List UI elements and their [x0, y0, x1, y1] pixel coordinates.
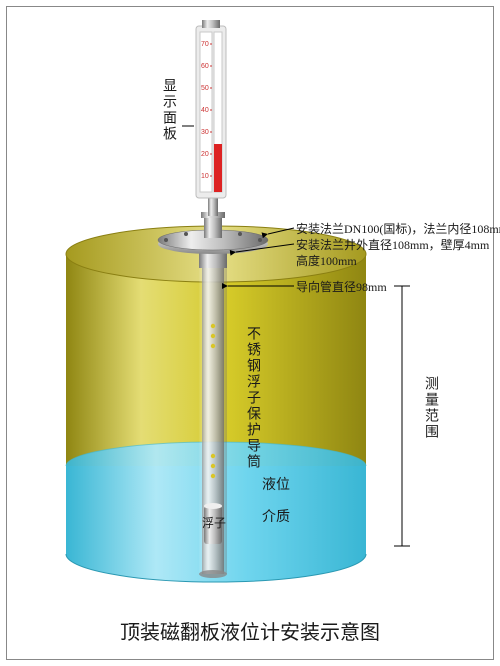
svg-text:50: 50: [201, 85, 209, 92]
label-flange-spec2: 安装法兰井外直径108mm，壁厚4mm: [296, 236, 489, 253]
display-gauge: 70 60 50 40 30 20 10: [196, 20, 226, 216]
svg-text:40: 40: [201, 107, 209, 114]
label-flange-spec1: 安装法兰DN100(国标)，法兰内径108mm: [296, 220, 500, 237]
svg-text:20: 20: [201, 151, 209, 158]
label-float: 浮子: [202, 514, 226, 531]
svg-text:10: 10: [201, 173, 209, 180]
svg-text:60: 60: [201, 63, 209, 70]
svg-text:70: 70: [201, 41, 209, 48]
label-display-panel: 显示面板: [158, 78, 178, 142]
diagram-stage: 70 60 50 40 30 20 10 显示面板 安装法兰DN100(国标)，…: [6, 6, 494, 660]
label-medium: 介质: [262, 506, 290, 526]
label-protect-tube: 不锈钢浮子保护导筒: [242, 326, 262, 470]
label-flange-spec3: 高度100mm: [296, 252, 357, 269]
label-guide-diameter: 导向管直径98mm: [296, 278, 387, 295]
label-liquid-level: 液位: [262, 474, 290, 494]
svg-text:30: 30: [201, 129, 209, 136]
label-measure-range: 测量范围: [420, 376, 440, 440]
diagram-title: 顶装磁翻板液位计安装示意图: [6, 616, 494, 645]
